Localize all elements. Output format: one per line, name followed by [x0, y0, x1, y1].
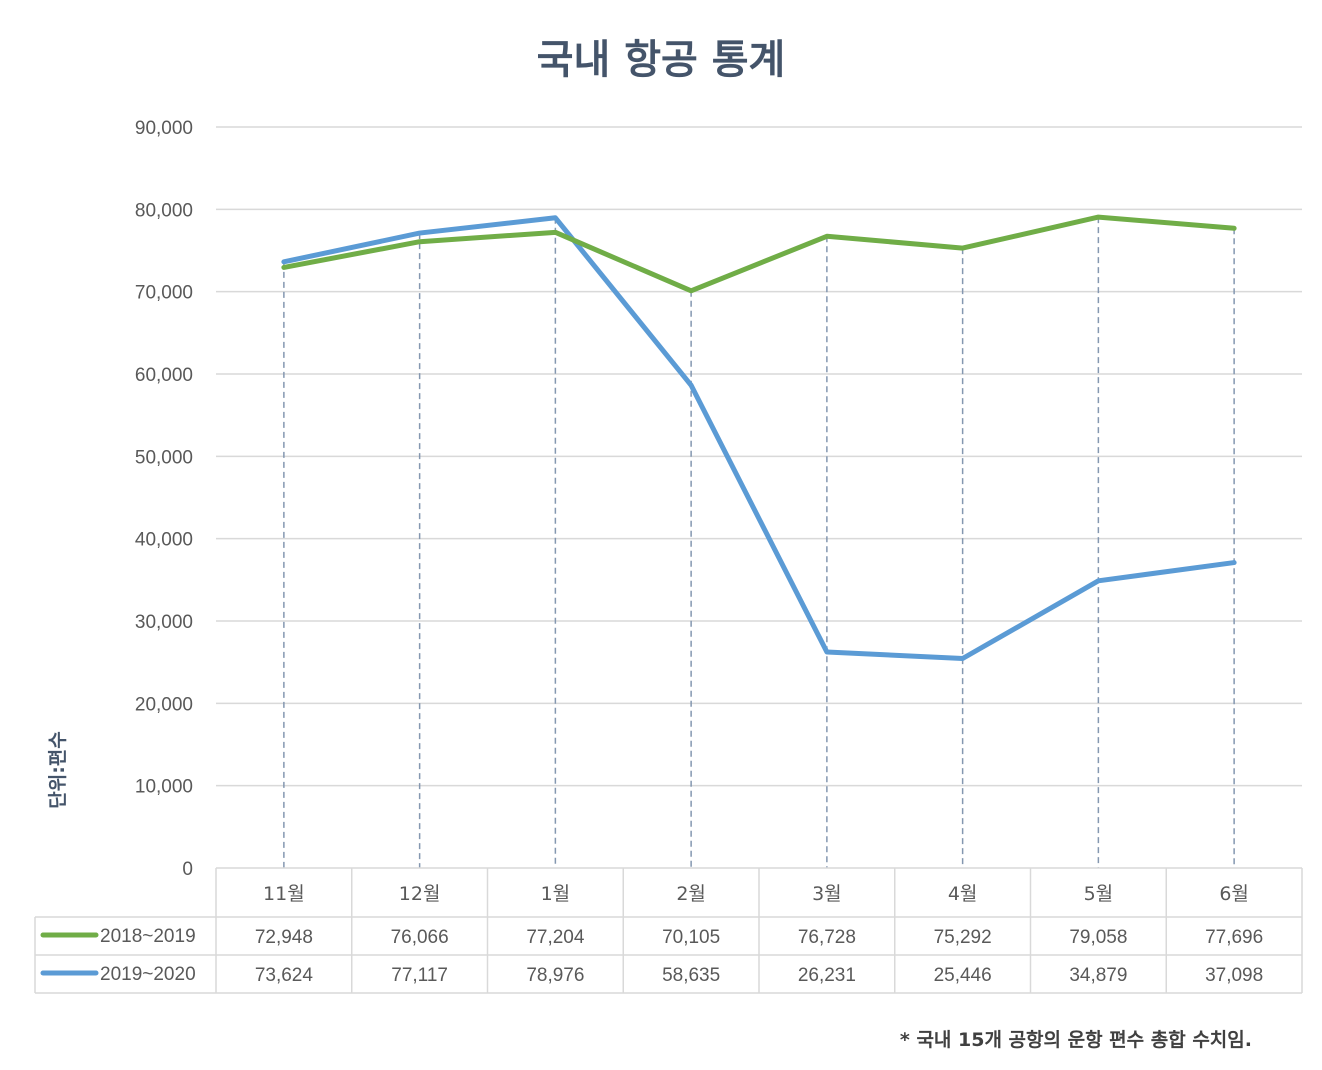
y-tick-label: 10,000: [135, 777, 193, 798]
y-tick-label: 30,000: [135, 612, 193, 633]
data-label: 73,624: [255, 965, 314, 986]
data-label: 34,879: [1069, 965, 1127, 986]
data-label: 25,446: [934, 965, 992, 986]
data-label: 76,728: [798, 927, 856, 948]
x-tick-label: 2월: [676, 883, 706, 905]
y-tick-label: 90,000: [135, 118, 193, 139]
x-tick-label: 6월: [1219, 883, 1249, 905]
data-label: 72,948: [255, 927, 313, 948]
data-label: 77,204: [526, 927, 585, 948]
gridlines: [216, 126, 1302, 787]
y-tick-label: 70,000: [135, 283, 193, 304]
data-label: 78,976: [526, 965, 584, 986]
y-tick-label: 60,000: [135, 365, 193, 386]
legend-label: 2019~2020: [100, 964, 196, 985]
y-axis-label: 단위:편수: [47, 731, 69, 809]
x-tick-label: 4월: [948, 883, 978, 905]
x-tick-label: 12월: [399, 883, 441, 905]
y-tick-label: 80,000: [135, 200, 193, 221]
data-table: 11월 12월 1월 2월 3월 4월 5월 6월 2018~2019 72,948 76,066 7…: [34, 867, 1303, 994]
data-label: 77,117: [391, 965, 448, 986]
data-label: 37,098: [1205, 965, 1263, 986]
y-axis-ticks: 0 10,000 20,000 30,000 40,000 50,000 60,000 70,…: [135, 118, 193, 880]
data-label: 70,105: [662, 927, 720, 948]
data-label: 58,635: [662, 965, 720, 986]
y-tick-label: 0: [182, 859, 193, 880]
y-tick-label: 40,000: [135, 530, 193, 551]
x-tick-label: 11월: [263, 883, 305, 905]
footnote: * 국내 15개 공항의 운항 편수 총합 수치임.: [900, 1029, 1252, 1051]
y-tick-label: 20,000: [135, 694, 193, 715]
data-label: 76,066: [391, 927, 449, 948]
y-tick-label: 50,000: [135, 447, 193, 468]
legend-label: 2018~2019: [100, 926, 196, 947]
chart-title: 국내 항공 통계: [537, 37, 786, 83]
x-tick-label: 1월: [541, 883, 571, 905]
data-label: 75,292: [934, 927, 992, 948]
data-label: 79,058: [1069, 927, 1127, 948]
drop-lines: [283, 217, 1235, 868]
series-line: [281, 214, 1237, 294]
x-tick-label: 3월: [812, 883, 842, 905]
data-label: 26,231: [798, 965, 856, 986]
series-line: [281, 215, 1237, 661]
data-label: 77,696: [1205, 927, 1263, 948]
x-tick-label: 5월: [1084, 883, 1114, 905]
series-lines: [281, 214, 1237, 661]
